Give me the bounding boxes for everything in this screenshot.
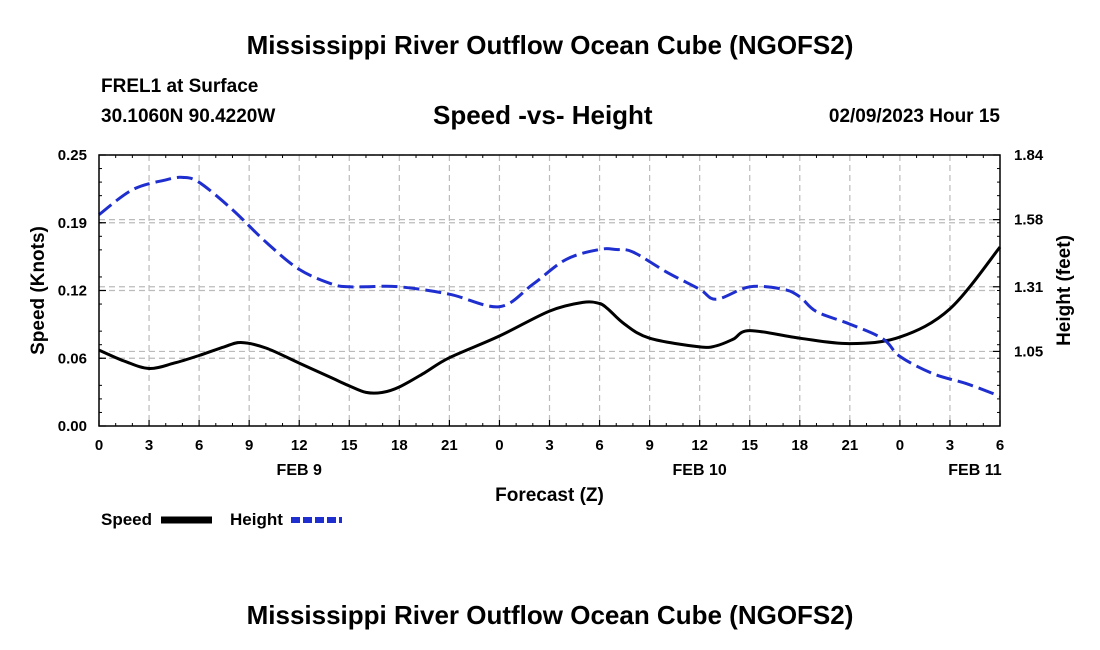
legend-height-label: Height <box>230 510 283 529</box>
x-date-label: FEB 9 <box>277 462 322 479</box>
x-axis-label: Forecast (Z) <box>495 485 604 506</box>
station-label: FREL1 at Surface <box>101 76 259 97</box>
x-tick-label: 21 <box>841 437 858 454</box>
x-tick-label: 12 <box>291 437 308 454</box>
y-tick-label: 0.12 <box>58 283 87 300</box>
x-tick-label: 3 <box>946 437 954 454</box>
y2-tick-label: 1.31 <box>1014 279 1043 296</box>
y2-tick-label: 1.05 <box>1014 343 1043 360</box>
station-coordinates: 30.1060N 90.4220W <box>101 106 276 127</box>
x-date-label: FEB 11 <box>948 462 1001 479</box>
y-tick-label: 0.19 <box>58 215 87 232</box>
x-tick-label: 12 <box>691 437 708 454</box>
x-date-label: FEB 10 <box>673 462 727 479</box>
x-tick-label: 3 <box>545 437 553 454</box>
y2-tick-label: 1.58 <box>1014 212 1043 229</box>
x-tick-label: 6 <box>996 437 1004 454</box>
x-tick-label: 21 <box>441 437 458 454</box>
y2-tick-label: 1.84 <box>1014 147 1044 164</box>
x-tick-label: 9 <box>645 437 653 454</box>
y-tick-label: 0.25 <box>58 147 87 164</box>
y-tick-label: 0.06 <box>58 350 87 367</box>
x-tick-label: 15 <box>341 437 358 454</box>
x-tick-label: 9 <box>245 437 253 454</box>
legend: Speed Height <box>101 510 342 529</box>
x-tick-label: 6 <box>595 437 603 454</box>
y-tick-label: 0.00 <box>58 418 87 435</box>
chart-title: Mississippi River Outflow Ocean Cube (NG… <box>246 30 854 60</box>
x-tick-label: 0 <box>495 437 503 454</box>
x-tick-label: 3 <box>145 437 153 454</box>
y2-axis-label: Height (feet) <box>1054 235 1075 346</box>
forecast-timestamp: 02/09/2023 Hour 15 <box>828 106 1000 127</box>
x-tick-label: 6 <box>195 437 203 454</box>
series-lines <box>98 175 1002 398</box>
x-tick-label: 15 <box>741 437 758 454</box>
x-tick-label: 18 <box>391 437 408 454</box>
y-axis-label: Speed (Knots) <box>28 226 49 355</box>
series-speed-line <box>98 246 1002 395</box>
chart-subtitle: Speed -vs- Height <box>433 100 653 130</box>
x-tick-label: 18 <box>791 437 808 454</box>
legend-speed-label: Speed <box>101 510 152 529</box>
x-tick-label: 0 <box>95 437 103 454</box>
series-height-line <box>98 175 1001 398</box>
x-tick-label: 0 <box>896 437 904 454</box>
grid-lines <box>99 154 1000 426</box>
axes: 0 3 6 9 12 15 18 21 0 3 6 9 12 15 18 21 0 3 6 FEB 9 FEB 10 FE… <box>28 147 1075 506</box>
footer-title: Mississippi River Outflow Ocean Cube (NG… <box>246 600 854 630</box>
